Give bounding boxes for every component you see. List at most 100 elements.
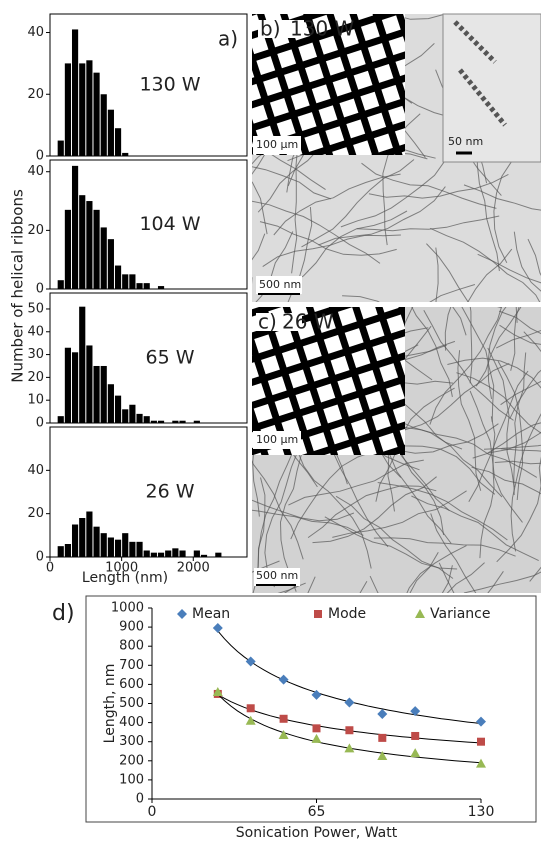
bar bbox=[57, 546, 64, 557]
bar bbox=[157, 420, 165, 423]
label-bg bbox=[253, 136, 301, 154]
plot-frame bbox=[49, 13, 248, 157]
y-tick-label: 700 bbox=[119, 658, 144, 673]
marker bbox=[278, 674, 289, 685]
x-tick-label: 0 bbox=[148, 804, 157, 820]
panel-label: b) bbox=[260, 17, 281, 41]
bar bbox=[57, 416, 64, 423]
panel-label: d) bbox=[52, 601, 75, 626]
marker bbox=[344, 697, 355, 708]
marker bbox=[212, 623, 223, 634]
fiber bbox=[452, 307, 467, 336]
panel-annotation: 65 W bbox=[145, 347, 194, 369]
bar bbox=[200, 554, 208, 557]
bar bbox=[143, 416, 150, 423]
y-tick-label: 10 bbox=[27, 393, 44, 408]
y-axis-label: Length, nm bbox=[102, 664, 118, 744]
fiber bbox=[487, 422, 541, 454]
panel-annotation: 104 W bbox=[139, 213, 200, 235]
fiber bbox=[342, 295, 380, 302]
bar bbox=[129, 541, 136, 557]
marker bbox=[377, 709, 388, 720]
y-tick-label: 40 bbox=[27, 463, 44, 478]
x-tick-label: 0 bbox=[46, 561, 54, 576]
bar bbox=[64, 347, 71, 423]
y-tick-label: 500 bbox=[119, 696, 144, 711]
marker bbox=[245, 656, 256, 667]
bar bbox=[79, 306, 86, 423]
bar bbox=[100, 365, 107, 423]
label-bg bbox=[256, 313, 302, 331]
bar bbox=[215, 552, 222, 557]
fiber bbox=[252, 166, 331, 200]
fiber bbox=[411, 495, 539, 562]
fiber bbox=[429, 284, 476, 302]
ribbon bbox=[453, 20, 507, 127]
fiber bbox=[463, 184, 541, 211]
panel-label: a) bbox=[218, 27, 238, 51]
fiber bbox=[527, 238, 541, 277]
marker bbox=[245, 715, 256, 725]
fiber bbox=[252, 277, 253, 285]
bar bbox=[114, 395, 122, 423]
label-bg bbox=[253, 431, 301, 449]
fiber bbox=[509, 369, 541, 420]
y-tick-label: 0 bbox=[36, 550, 44, 565]
bar bbox=[71, 352, 79, 423]
micrographs: b) 130 W 100 µm 50 nm 500 nm c) 26 W 100… bbox=[252, 13, 541, 593]
x-tick-label: 2000 bbox=[177, 561, 210, 576]
marker bbox=[246, 704, 255, 713]
marker bbox=[476, 716, 486, 727]
fiber bbox=[438, 562, 455, 593]
label-bg bbox=[256, 276, 302, 294]
bar bbox=[122, 533, 129, 557]
bar bbox=[79, 195, 86, 289]
fiber bbox=[373, 537, 516, 557]
fiber bbox=[457, 350, 482, 491]
marker bbox=[278, 730, 289, 740]
legend-marker bbox=[177, 609, 187, 619]
bar bbox=[179, 420, 186, 423]
fiber bbox=[430, 513, 477, 593]
y-tick-label: 0 bbox=[136, 792, 144, 807]
y-tick-label: 20 bbox=[27, 87, 44, 102]
bar bbox=[193, 420, 200, 423]
legend-label: Variance bbox=[430, 606, 490, 622]
marker bbox=[345, 726, 354, 735]
fiber bbox=[411, 307, 453, 397]
bar bbox=[136, 283, 143, 289]
y-tick-label: 100 bbox=[119, 772, 144, 787]
fiber bbox=[510, 307, 520, 371]
y-tick-label: 1000 bbox=[111, 601, 144, 616]
bar bbox=[165, 550, 172, 557]
fiber bbox=[277, 582, 306, 593]
fiber bbox=[429, 307, 503, 425]
scale-label: 100 µm bbox=[256, 138, 298, 151]
fiber bbox=[498, 310, 541, 335]
fiber bbox=[359, 580, 368, 593]
marker bbox=[279, 714, 288, 723]
bar bbox=[64, 63, 71, 156]
fiber bbox=[469, 307, 473, 384]
panel-annotation: 26 W bbox=[145, 481, 194, 503]
fiber bbox=[477, 253, 541, 284]
fiber bbox=[361, 162, 497, 209]
bar bbox=[157, 552, 165, 557]
y-tick-label: 40 bbox=[27, 25, 44, 40]
bar bbox=[179, 550, 186, 557]
legend-marker bbox=[415, 609, 425, 618]
x-axis-label: Sonication Power, Watt bbox=[236, 825, 398, 841]
fiber bbox=[446, 562, 485, 593]
fiber bbox=[288, 459, 424, 506]
fiber bbox=[523, 331, 541, 353]
y-tick-label: 0 bbox=[36, 149, 44, 164]
fiber bbox=[447, 357, 541, 389]
x-tick-label: 1000 bbox=[105, 561, 138, 576]
y-tick-label: 0 bbox=[36, 282, 44, 297]
fiber bbox=[264, 450, 299, 588]
bar bbox=[86, 201, 93, 289]
fiber bbox=[496, 456, 541, 563]
zoom-inset-b bbox=[442, 13, 541, 163]
y-tick-label: 900 bbox=[119, 620, 144, 635]
